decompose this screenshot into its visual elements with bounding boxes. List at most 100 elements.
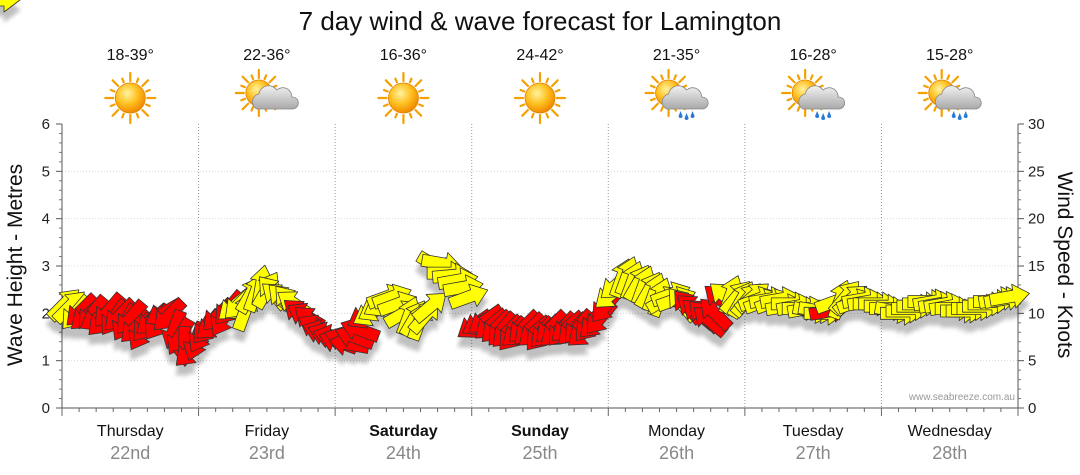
sun-ray: [951, 75, 960, 84]
temp-range-label: 22-36°: [243, 47, 290, 64]
day-name-label: Friday: [245, 423, 289, 440]
sun-ray: [141, 79, 150, 88]
rain-drop: [815, 111, 820, 118]
cloud-shape: [661, 85, 709, 110]
rain-drop: [678, 111, 683, 118]
day-date-label: 23rd: [249, 443, 285, 463]
day-name-label: Wednesday: [908, 423, 992, 440]
partly-cloudy-icon: [234, 68, 299, 118]
sun-ray: [550, 108, 559, 117]
day-date-label: 22nd: [110, 443, 150, 463]
sun-ray: [796, 74, 801, 81]
credit-text: www.seabreeze.com.au: [908, 392, 1015, 403]
right-tick-label: 10: [1028, 305, 1045, 322]
wind-arrow: [988, 283, 1030, 309]
temp-range-label: 16-28°: [789, 47, 836, 64]
left-tick-label: 4: [42, 211, 50, 228]
weather-row: 18-39° 22-36° 16-36° 24-42° 21-35° 16-28° 15-2…: [104, 47, 982, 125]
sun-ray: [394, 77, 399, 84]
sun-ray: [545, 77, 550, 84]
sun-ray: [521, 79, 530, 88]
sun-ray: [796, 105, 801, 112]
sun-ray: [660, 105, 664, 112]
day-name-label: Thursday: [97, 423, 164, 440]
sun-ray: [550, 79, 559, 88]
sun-ray: [923, 97, 929, 102]
sun-ray: [144, 103, 151, 108]
sun-ray: [933, 105, 938, 112]
sun-ray: [519, 88, 526, 93]
sun-ray: [135, 112, 140, 119]
rain-drop: [827, 111, 832, 118]
sun-ray: [545, 112, 550, 119]
sun-ray: [109, 103, 116, 108]
sun-ray: [660, 74, 664, 81]
left-tick-label: 0: [42, 400, 50, 417]
rain-drop: [690, 111, 695, 118]
right-tick-label: 15: [1028, 258, 1045, 275]
sun-disc: [524, 82, 556, 114]
sun-ray: [240, 84, 247, 89]
sun-ray: [121, 112, 125, 119]
sun-ray: [521, 108, 530, 117]
sun-ray: [787, 75, 796, 84]
day-date-label: 24th: [386, 443, 421, 463]
left-tick-label: 1: [42, 353, 50, 370]
sun-ray: [786, 97, 793, 102]
day-date-label: 27th: [796, 443, 831, 463]
sun-ray: [946, 74, 951, 81]
sunny-icon: [104, 71, 157, 125]
sun-ray: [519, 103, 526, 108]
sun-ray: [933, 74, 938, 81]
sun-ray: [241, 102, 250, 111]
left-tick-label: 5: [42, 163, 50, 180]
sun-ray: [924, 102, 933, 111]
rain-drop: [951, 111, 956, 118]
sun-ray: [382, 103, 389, 108]
sun-ray: [394, 112, 399, 119]
right-axis: 0 5 10 15 20 25 30: [1018, 116, 1045, 417]
sunny-icon: [377, 71, 430, 125]
sun-ray: [144, 88, 151, 93]
sun-ray: [418, 103, 424, 108]
day-date-label: 25th: [522, 443, 557, 463]
cloud-shape: [798, 85, 846, 110]
sun-ray: [787, 102, 796, 111]
sun-ray: [673, 74, 677, 81]
sun-ray: [786, 84, 793, 89]
temp-range-label: 18-39°: [107, 47, 154, 64]
sun-ray: [268, 75, 277, 84]
wind-arrow: [0, 0, 21, 13]
sun-ray: [384, 108, 393, 117]
sun-disc: [388, 82, 419, 114]
sun-ray: [111, 108, 120, 117]
sun-ray: [649, 84, 656, 89]
sun-ray: [111, 79, 120, 88]
wind-arrow: [447, 283, 489, 310]
rain-drop: [963, 111, 968, 118]
cloud-rain-icon: [917, 68, 982, 120]
sun-ray: [530, 112, 535, 119]
sun-ray: [814, 75, 823, 84]
day-date-label: 28th: [932, 443, 967, 463]
sun-ray: [414, 108, 423, 117]
rain-drop: [821, 113, 826, 120]
rain-drop: [957, 113, 962, 120]
cloud-shape: [934, 85, 982, 110]
sun-ray: [109, 88, 116, 93]
sun-disc: [114, 82, 146, 114]
sun-ray: [121, 77, 125, 84]
sun-ray: [554, 88, 561, 93]
sun-ray: [651, 102, 660, 111]
day-name-label: Tuesday: [783, 423, 844, 440]
sunny-icon: [513, 71, 567, 125]
sun-ray: [923, 84, 929, 89]
sun-ray: [250, 105, 255, 112]
sun-ray: [250, 74, 255, 81]
sun-ray: [141, 108, 150, 117]
cloud-rain-icon: [644, 68, 709, 120]
temp-range-label: 15-28°: [926, 47, 973, 64]
cloud-rain-icon: [781, 68, 846, 120]
left-tick-label: 6: [42, 116, 50, 133]
